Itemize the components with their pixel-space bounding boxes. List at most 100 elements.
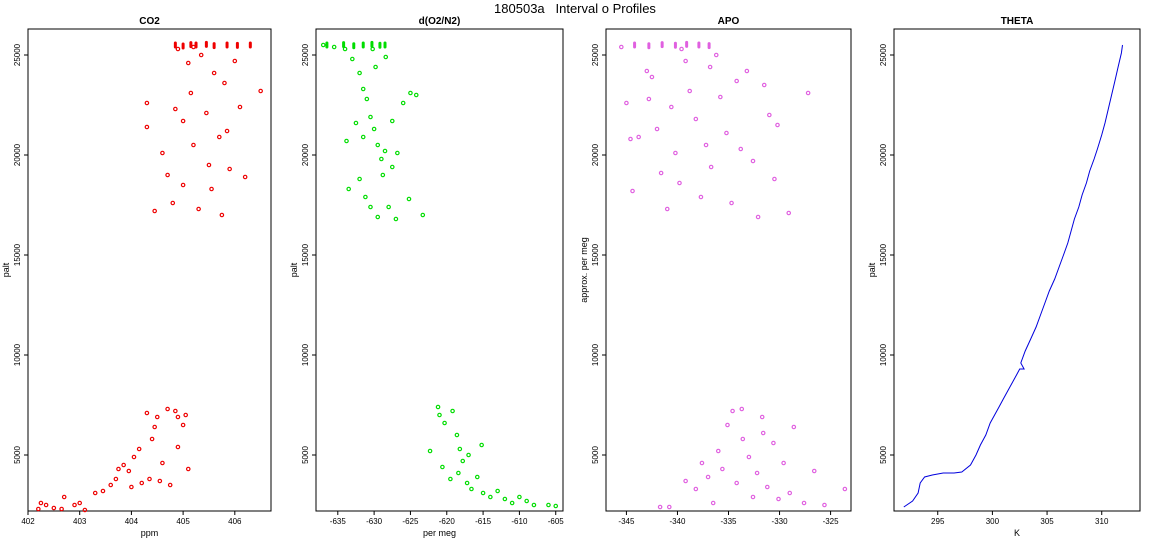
panel-2-point-16 xyxy=(375,214,381,220)
panel-4-ytick-label-2: 15000 xyxy=(879,243,888,266)
panel-3-point-6 xyxy=(654,126,660,132)
panel-1-point-40 xyxy=(170,200,176,206)
panel-2-ytick-label-0: 5000 xyxy=(301,446,310,464)
panel-1-point-42 xyxy=(180,118,186,124)
panel-3-point-49 xyxy=(740,436,746,442)
panel-3-ytick-label-4: 25000 xyxy=(591,43,600,66)
panel-1-point-23 xyxy=(160,460,165,466)
panel-1-point-60 xyxy=(242,174,248,180)
panel-1-point-37 xyxy=(152,208,157,214)
panel-1-point-28 xyxy=(185,466,191,472)
panel-2-point-11 xyxy=(380,172,386,178)
panel-4-ytick-label-1: 10000 xyxy=(879,343,888,366)
panel-2-point-1 xyxy=(331,44,337,50)
panel-4-xtick-label-1: 300 xyxy=(986,517,1000,526)
panel-3-point-38 xyxy=(666,504,672,510)
panel-3-point-12 xyxy=(683,58,688,64)
panel-2-title: d(O2/N2) xyxy=(419,16,461,27)
panel-3-point-11 xyxy=(677,180,682,186)
panel-1-point-11 xyxy=(108,482,114,488)
panel-3-point-8 xyxy=(664,206,670,212)
panel-2-point-7 xyxy=(368,114,373,120)
panel-2-point-32 xyxy=(420,212,426,218)
panel-3-point-21 xyxy=(729,200,734,206)
panel-2-point-13 xyxy=(357,176,362,182)
panel-3-point-63 xyxy=(842,486,848,492)
panel-1-point-16 xyxy=(131,454,137,460)
panel-3-point-47 xyxy=(730,408,735,414)
panel-3-ylabel: approx. per meg xyxy=(579,237,589,303)
panel-1-point-1 xyxy=(38,500,44,506)
panel-1-point-15 xyxy=(126,468,132,474)
panel-3-point-3 xyxy=(636,134,641,140)
panel-4-series-line xyxy=(903,44,1123,508)
panel-1-ylabel: palt xyxy=(1,262,11,277)
panel-2-point-2 xyxy=(342,46,348,52)
panel-2-point-27 xyxy=(383,54,389,60)
panel-3-point-32 xyxy=(805,90,811,96)
panel-2-point-24 xyxy=(395,150,400,156)
panel-2-point-46 xyxy=(480,490,486,496)
panel-4-xtick-label-2: 305 xyxy=(1040,517,1054,526)
panel-1-point-58 xyxy=(232,58,238,64)
panel-3-point-15 xyxy=(698,194,704,200)
panel-2-point-31 xyxy=(370,46,375,52)
panel-4-ytick-label-4: 25000 xyxy=(879,43,888,66)
panel-3-point-17 xyxy=(708,164,714,170)
panel-3-point-61 xyxy=(811,468,817,474)
panel-1-title: CO2 xyxy=(139,16,160,27)
panel-3-point-5 xyxy=(649,74,655,80)
panel-1-xtick-label-4: 406 xyxy=(228,517,242,526)
panel-3-xtick-label-1: -340 xyxy=(669,517,686,526)
panel-1-point-5 xyxy=(61,494,67,500)
panel-1-point-10 xyxy=(100,488,106,494)
panel-3-point-9 xyxy=(669,104,674,110)
panel-2-point-52 xyxy=(524,498,529,504)
panel-3-point-16 xyxy=(703,142,709,148)
panel-3-point-54 xyxy=(764,484,770,490)
panel-1-point-26 xyxy=(175,414,181,420)
panel-2-point-26 xyxy=(373,64,378,70)
panel-2-point-51 xyxy=(517,494,522,500)
panel-1-point-41 xyxy=(173,106,178,112)
panel-1-ytick-label-1: 10000 xyxy=(13,343,22,366)
panel-4-xlabel: K xyxy=(1014,528,1020,538)
panel-1-ytick-label-0: 5000 xyxy=(13,446,22,464)
panel-3-ytick-label-0: 5000 xyxy=(591,446,600,464)
panel-3-point-64 xyxy=(739,406,745,412)
panel-3-point-13 xyxy=(687,88,693,94)
panel-3-point-37 xyxy=(657,504,663,510)
panel-1-point-61 xyxy=(258,88,263,94)
panel-4-xtick-label-0: 295 xyxy=(931,517,945,526)
panel-2-point-6 xyxy=(364,96,370,102)
panel-2-point-3 xyxy=(350,56,355,62)
panel-2-point-0 xyxy=(320,42,326,48)
panel-2-point-29 xyxy=(353,120,359,126)
panel-1-point-62 xyxy=(175,46,181,52)
panel-2-ytick-label-2: 15000 xyxy=(301,243,310,266)
panel-3-title: APO xyxy=(718,16,740,27)
panel-1-point-22 xyxy=(154,414,160,420)
panel-3-point-55 xyxy=(771,440,776,446)
panel-1-frame xyxy=(27,28,272,512)
panel-1-point-29 xyxy=(183,412,188,418)
panel-1-point-38 xyxy=(160,150,165,156)
panel-2-xtick-label-4: -615 xyxy=(475,517,492,526)
panel-2-point-10 xyxy=(379,156,384,162)
panel-1-point-14 xyxy=(121,462,126,468)
panel-1-point-49 xyxy=(204,110,209,116)
panel-1-point-33 xyxy=(167,482,173,488)
figure-title: 180503a Interval o Profiles xyxy=(494,1,656,16)
panel-1-ytick-label-3: 20000 xyxy=(13,143,22,166)
panel-3-point-50 xyxy=(746,454,752,460)
panel-2-point-9 xyxy=(375,142,381,148)
panel-1-xtick-label-1: 403 xyxy=(73,517,87,526)
panel-2-point-38 xyxy=(454,432,460,438)
panel-1-point-8 xyxy=(82,507,88,513)
panel-3-ytick-label-2: 15000 xyxy=(591,243,600,266)
panel-3-xtick-label-0: -345 xyxy=(618,517,635,526)
panel-2-xlabel: per meg xyxy=(423,528,456,538)
panel-3-ytick-label-1: 10000 xyxy=(591,343,600,366)
panel-2-point-43 xyxy=(464,480,470,486)
